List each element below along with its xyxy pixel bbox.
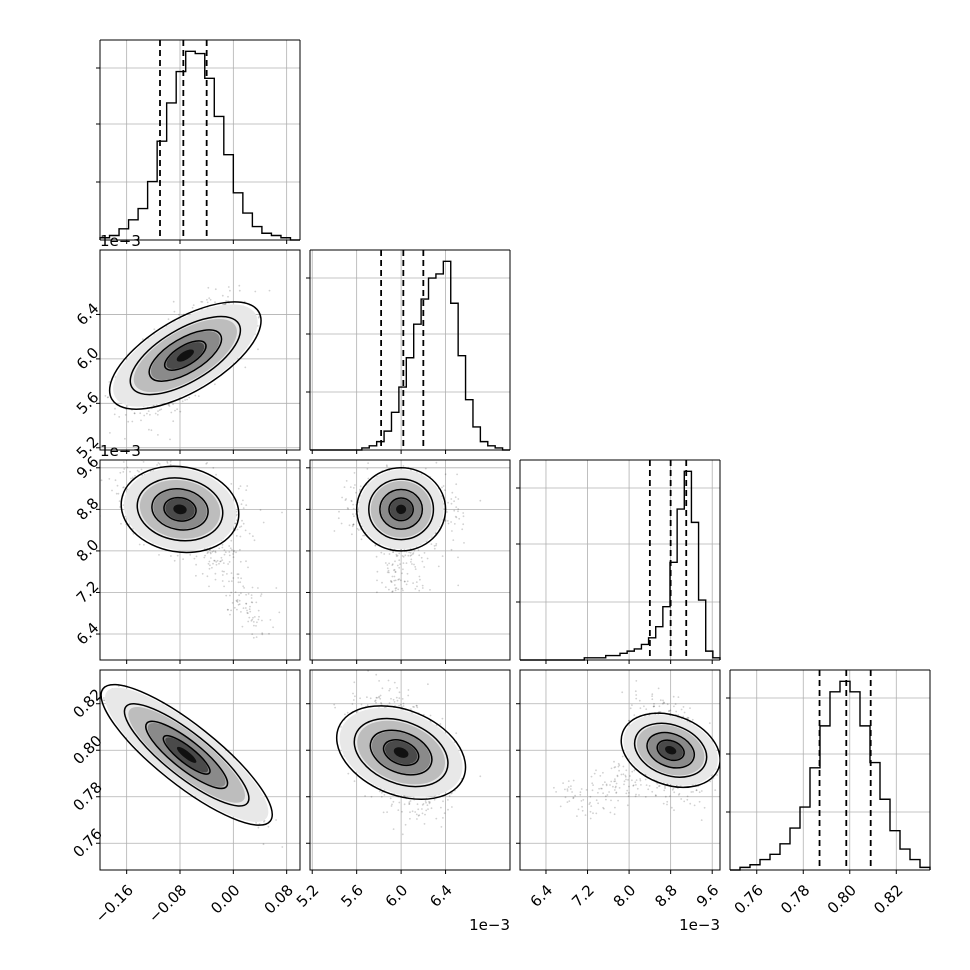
y-offset-label: 1e−3	[100, 442, 141, 460]
panel-content	[310, 670, 510, 870]
panel-content	[100, 250, 300, 450]
y-tick-label: 8.0	[73, 536, 103, 566]
histogram-bars	[99, 50, 300, 241]
contours	[355, 467, 447, 552]
x-tick-label: 0.82	[870, 881, 906, 917]
axes-frame	[99, 249, 301, 451]
contours	[120, 465, 240, 554]
histogram-panel-3	[726, 669, 931, 874]
x-tick-label: 0.08	[261, 881, 297, 917]
density-fill	[104, 687, 269, 822]
histogram-panel-1	[306, 249, 511, 454]
panel-content	[520, 670, 720, 870]
x-tick-label: 8.8	[651, 881, 681, 911]
scatter-panel-3-2	[516, 669, 721, 874]
x-tick-label: 9.6	[693, 881, 723, 911]
y-tick-label: 7.2	[73, 577, 103, 607]
scatter-panel-1-0	[96, 249, 301, 454]
x-tick-label: 0.78	[777, 881, 813, 917]
x-tick-label: −0.08	[145, 881, 190, 926]
axes-frame	[99, 459, 301, 661]
x-tick-label: 6.0	[382, 881, 412, 911]
x-tick-label: 0.80	[824, 881, 860, 917]
contours	[100, 683, 273, 826]
y-tick-label: 8.8	[73, 494, 103, 524]
x-tick-label: −0.16	[92, 881, 137, 926]
x-tick-label: 0.76	[731, 881, 767, 917]
x-tick-label: 5.2	[293, 881, 323, 911]
y-tick-label: 6.4	[73, 299, 103, 329]
scatter-panel-3-1	[306, 669, 511, 874]
panel-content	[100, 460, 300, 660]
scatter-panel-2-1	[306, 459, 511, 664]
contours	[108, 301, 262, 410]
axes-frame	[99, 669, 301, 871]
x-tick-label: 6.4	[426, 881, 456, 911]
axes-frame	[309, 669, 511, 871]
density-fill	[339, 707, 463, 798]
y-offset-label: 1e−3	[100, 232, 141, 250]
density-fill	[623, 714, 718, 786]
x-tick-label: 8.0	[610, 881, 640, 911]
y-tick-label: 9.6	[73, 453, 103, 483]
scatter-panel-3-0	[96, 669, 301, 874]
y-tick-label: 5.6	[73, 388, 103, 418]
contours	[335, 705, 467, 801]
panel-content	[310, 460, 510, 660]
x-tick-label: 6.4	[527, 881, 557, 911]
histogram-panel-2	[516, 459, 721, 664]
x-tick-label: 0.00	[207, 881, 243, 917]
x-tick-label: 5.6	[337, 881, 367, 911]
x-offset-label: 1e−3	[469, 916, 510, 934]
histogram-panel-0	[96, 39, 301, 244]
density-fill	[123, 468, 237, 551]
histogram-bars	[310, 260, 510, 451]
y-tick-label: 6.0	[73, 344, 103, 374]
density-fill	[113, 304, 258, 407]
histogram-bars	[520, 470, 721, 661]
x-tick-label: 7.2	[568, 881, 598, 911]
axes-frame	[309, 459, 511, 661]
scatter-panel-2-0	[96, 459, 301, 664]
panel-content	[100, 670, 300, 870]
contours	[620, 712, 720, 788]
histogram-bars	[730, 680, 931, 871]
y-tick-label: 6.4	[73, 619, 103, 649]
x-offset-label: 1e−3	[679, 916, 720, 934]
axes-frame	[519, 669, 721, 871]
